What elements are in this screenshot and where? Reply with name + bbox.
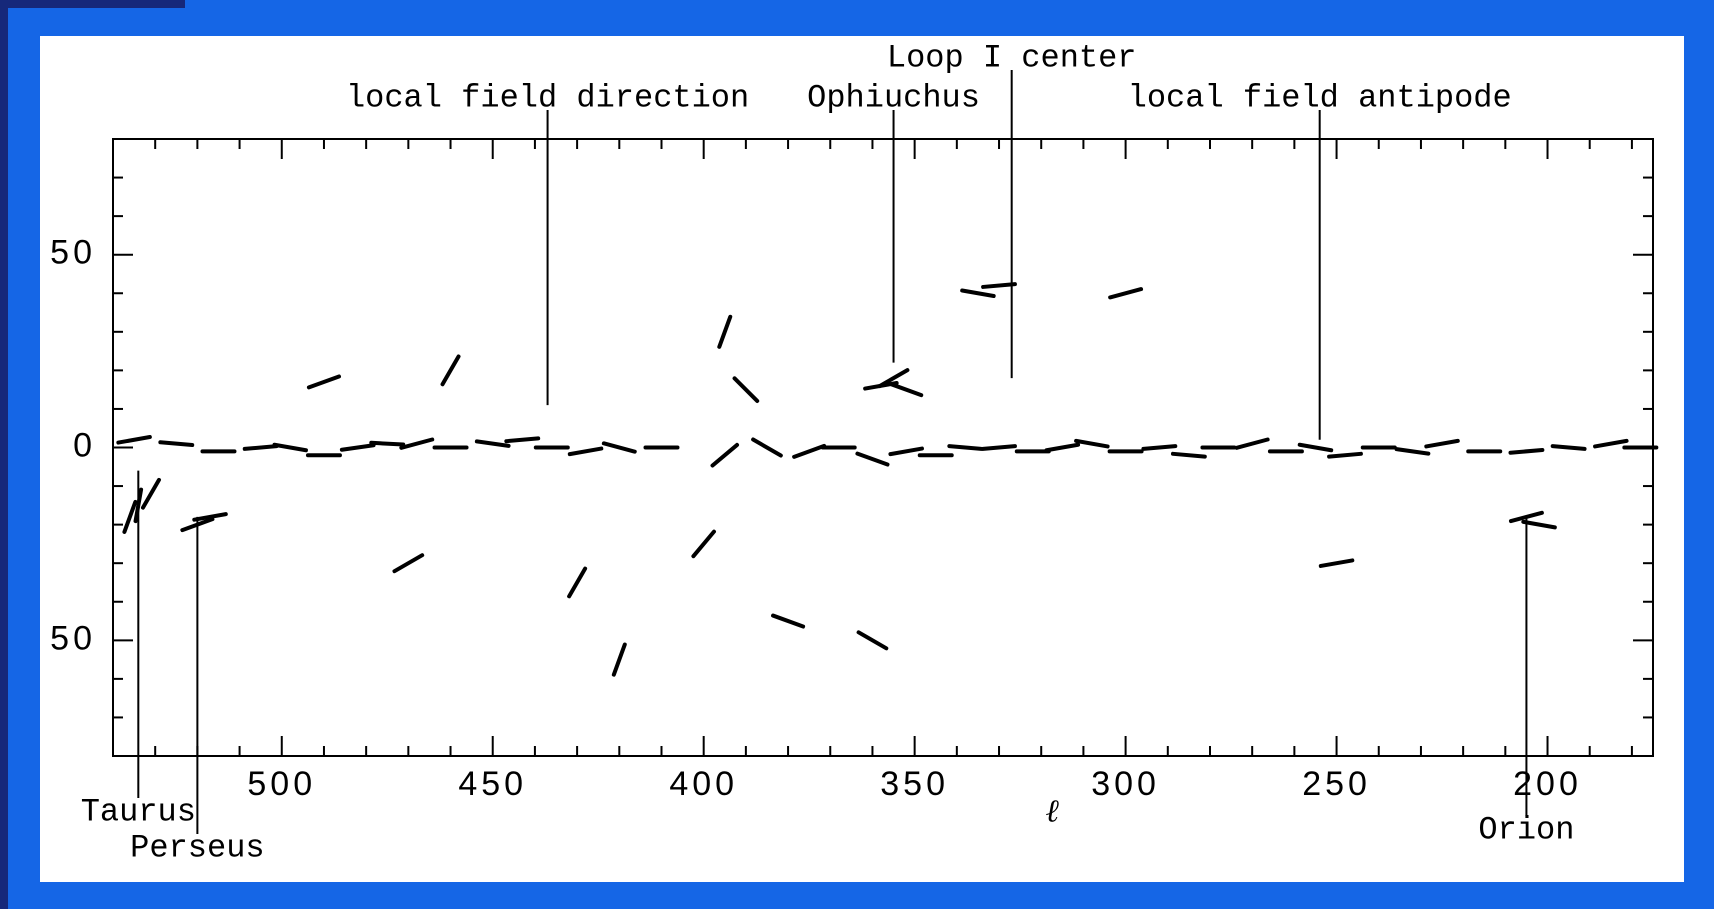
polarization-vector [116, 435, 152, 445]
polarization-vector [981, 444, 1017, 451]
x-tick-label: 500 [247, 765, 316, 803]
polarization-vector [856, 630, 889, 651]
polarization-vector [1074, 438, 1110, 449]
polarization-vector [960, 288, 996, 299]
polarization-vector [339, 443, 376, 452]
x-tick-label: 250 [1302, 765, 1371, 803]
polarization-vector [1297, 442, 1334, 453]
polarization-vector [158, 440, 195, 448]
annotation-label: Taurus [81, 793, 196, 830]
polarization-vector [192, 512, 228, 522]
polarization-vector [242, 444, 279, 451]
annotation-label: Ophiuchus [807, 79, 980, 116]
polarization-vector [717, 314, 733, 349]
x-tick-label: 400 [669, 765, 738, 803]
annotation-label: Loop I center [887, 39, 1137, 76]
polarization-vector [1521, 519, 1557, 530]
polarization-vector [863, 381, 899, 391]
annotation-label: local field direction [346, 79, 749, 116]
polarization-vector [122, 499, 138, 534]
polarization-vector [272, 442, 308, 453]
x-tick-label: 350 [880, 765, 949, 803]
polarization-vector [889, 382, 924, 398]
polarization-vector [440, 354, 461, 387]
polarization-vector [567, 446, 604, 457]
polarization-vector [1394, 447, 1431, 456]
polarization-vector [1141, 444, 1178, 451]
figure-panel [40, 36, 1684, 882]
polarization-vector [1044, 442, 1081, 453]
polarization-vector [399, 437, 435, 450]
polarization-vector [1424, 438, 1460, 449]
polarization-vector [947, 444, 984, 451]
polarization-vector [1327, 451, 1363, 459]
y-tick-label: 50 [50, 619, 96, 657]
polarization-vector [140, 477, 161, 510]
left-strip [0, 0, 8, 909]
polarization-vector [611, 642, 627, 677]
polarization-vector [1108, 287, 1144, 300]
polarization-vector [392, 553, 425, 574]
polarization-vector [1234, 437, 1270, 450]
x-tick-label: 450 [458, 765, 527, 803]
polarization-vector [1318, 558, 1355, 568]
x-axis-label: ℓ [1045, 792, 1059, 828]
annotation-label: local field antipode [1128, 79, 1512, 116]
polarization-vector [1170, 451, 1207, 459]
polarization-vector [1550, 444, 1587, 451]
polarization-vector [855, 451, 890, 467]
annotation-label: Orion [1478, 811, 1574, 848]
polarization-vector [601, 441, 637, 454]
polarization-vector [567, 566, 588, 599]
polarization-vector [369, 440, 406, 447]
polarization-vector [306, 374, 341, 390]
polarization-vector [888, 446, 924, 457]
polarization-vector [474, 439, 511, 448]
polarization-vector [1508, 447, 1545, 455]
polarization-vector [732, 376, 760, 403]
y-tick-label: 50 [50, 234, 96, 272]
polarization-vector [981, 282, 1017, 289]
polarization-vector [771, 613, 806, 629]
polarization-vector [1593, 438, 1629, 449]
x-tick-label: 200 [1513, 765, 1582, 803]
polarization-vector [691, 529, 716, 559]
y-tick-label: 0 [73, 426, 96, 464]
polarization-vector [751, 437, 783, 458]
x-tick-label: 300 [1091, 765, 1160, 803]
polarization-vector [792, 443, 827, 459]
polarization-vector [710, 442, 740, 468]
top-strip [0, 0, 185, 8]
annotation-label: Perseus [130, 829, 264, 866]
polarization-vector [504, 436, 541, 444]
